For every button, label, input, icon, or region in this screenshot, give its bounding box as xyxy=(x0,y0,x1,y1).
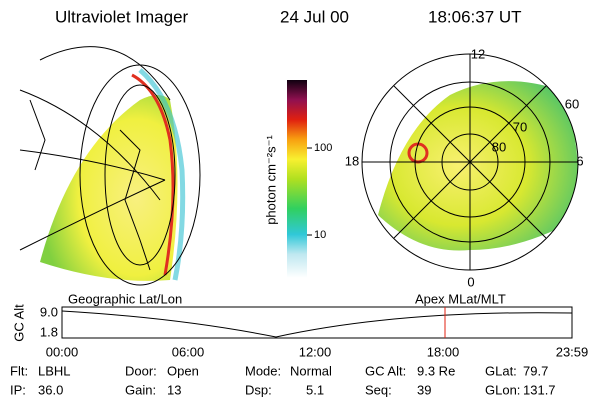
mlt-label: 0 xyxy=(467,274,474,289)
footer-label: Mode: xyxy=(245,363,281,378)
footer-value: 36.0 xyxy=(38,382,63,397)
footer-label: Flt: xyxy=(10,363,28,378)
footer-value: Open xyxy=(167,363,199,378)
footer-label: GC Alt: xyxy=(365,363,406,378)
mlt-label: 12 xyxy=(471,46,485,61)
altitude-frame xyxy=(61,306,573,339)
date: 24 Jul 00 xyxy=(280,7,349,26)
footer-label: IP: xyxy=(10,382,26,397)
polar-image xyxy=(378,81,578,251)
mlat-label: 80 xyxy=(492,139,506,154)
colorbar xyxy=(287,80,307,278)
instrument: Ultraviolet Imager xyxy=(55,7,189,26)
footer-label: Door: xyxy=(125,363,157,378)
mlat-label: 60 xyxy=(565,96,579,111)
footer-value: Normal xyxy=(290,363,332,378)
time-label: 06:00 xyxy=(172,344,205,359)
footer: Flt: LBHL Door: Open Mode: Normal GC Alt: 9.3 R… xyxy=(10,363,556,397)
footer-value: LBHL xyxy=(38,363,71,378)
footer-value: 79.7 xyxy=(523,363,548,378)
footer-value: 9.3 Re xyxy=(417,363,455,378)
geographic-image xyxy=(19,46,201,286)
time-label: 23:59 xyxy=(556,344,589,359)
footer-label: GLat: xyxy=(485,363,517,378)
time: 18:06:37 UT xyxy=(428,7,522,26)
colorbar-tick-label: 100 xyxy=(314,142,332,154)
footer-label: Gain: xyxy=(125,382,156,397)
mlt-label: 6 xyxy=(576,153,583,168)
colorbar-label: photon cm⁻²s⁻¹ xyxy=(263,135,278,225)
time-label: 00:00 xyxy=(46,344,79,359)
panel-label: Geographic Lat/Lon xyxy=(68,291,182,306)
time-label: 18:00 xyxy=(427,344,460,359)
altitude-axis-label: GC Alt xyxy=(11,304,26,342)
time-label: 12:00 xyxy=(299,344,332,359)
polar-grid xyxy=(361,53,579,271)
footer-label: Dsp: xyxy=(245,382,272,397)
altitude-y-label: 1.8 xyxy=(40,324,58,339)
footer-value: 5.1 xyxy=(306,382,324,397)
colorbar-tick-label: 10 xyxy=(314,229,326,241)
mlt-label: 18 xyxy=(345,153,359,168)
panel-label: Apex MLat/MLT xyxy=(415,291,506,306)
footer-label: GLon: xyxy=(485,382,520,397)
altitude-curve xyxy=(61,310,573,338)
altitude-y-label: 9.0 xyxy=(40,304,58,319)
footer-label: Seq: xyxy=(365,382,392,397)
footer-value: 13 xyxy=(167,382,181,397)
mlat-label: 70 xyxy=(513,119,527,134)
footer-value: 39 xyxy=(417,382,431,397)
footer-value: 131.7 xyxy=(523,382,556,397)
